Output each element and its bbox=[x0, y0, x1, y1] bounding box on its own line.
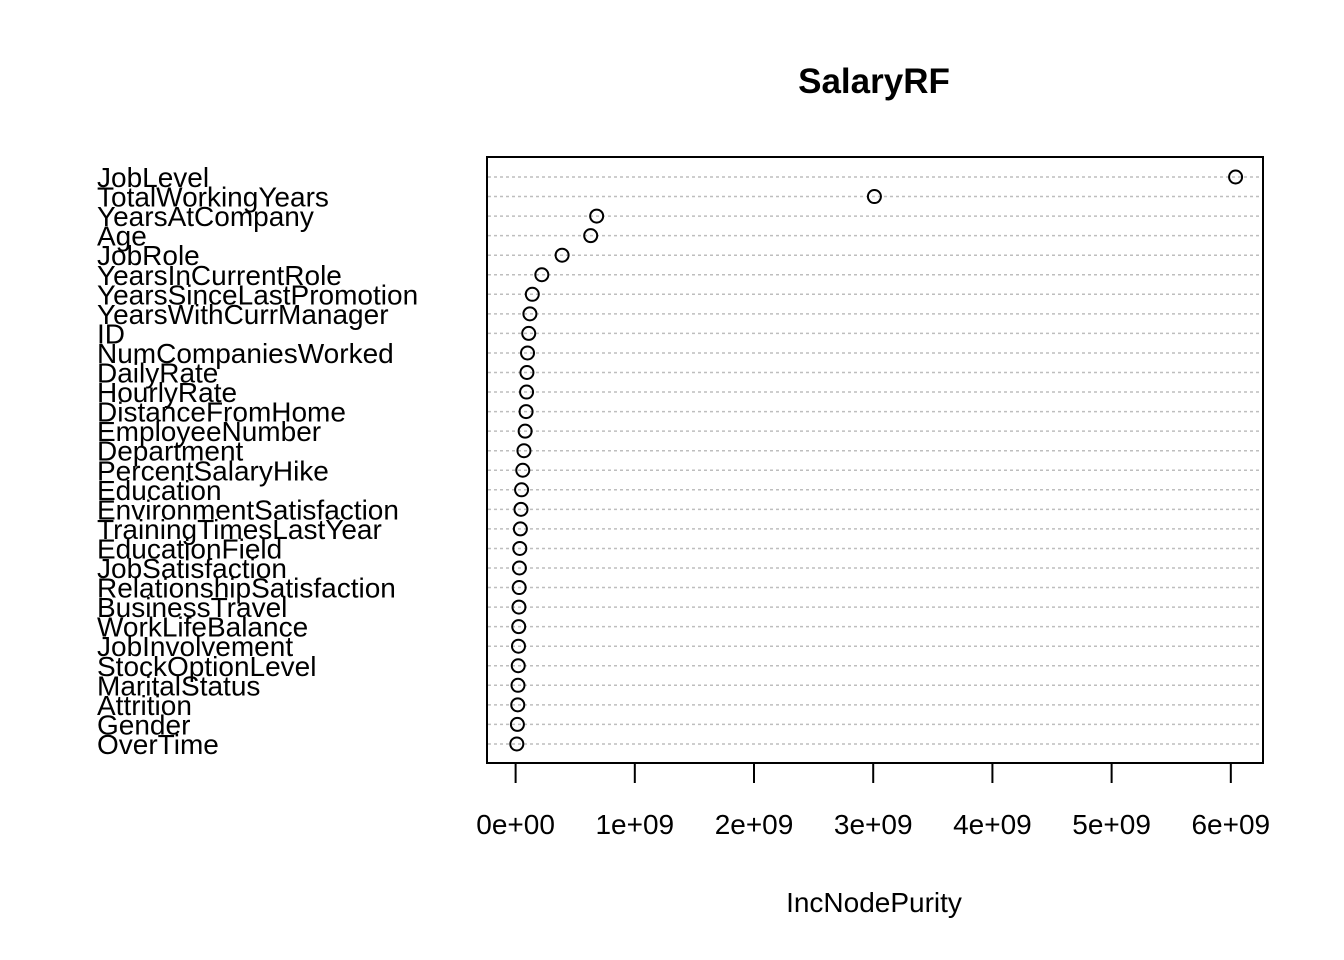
variable-label: HourlyRate bbox=[97, 377, 237, 408]
variable-label: TrainingTimesLastYear bbox=[97, 514, 382, 545]
x-tick-label: 6e+09 bbox=[1191, 809, 1270, 840]
variable-label: Education bbox=[97, 475, 222, 506]
data-point-PercentSalaryHike bbox=[515, 462, 531, 478]
variable-label: JobInvolvement bbox=[97, 631, 293, 662]
data-point-BusinessTravel bbox=[511, 599, 527, 615]
data-point-JobInvolvement bbox=[510, 638, 526, 654]
x-tick-label: 4e+09 bbox=[953, 809, 1032, 840]
data-point-JobLevel bbox=[1228, 169, 1244, 185]
variable-label: EnvironmentSatisfaction bbox=[97, 494, 399, 525]
chart-title: SalaryRF bbox=[798, 62, 950, 101]
data-point-EnvironmentSatisfaction bbox=[513, 501, 529, 517]
variable-label: DistanceFromHome bbox=[97, 397, 346, 428]
variable-label: EmployeeNumber bbox=[97, 416, 321, 447]
variable-label: PercentSalaryHike bbox=[97, 455, 329, 486]
variable-label: YearsWithCurrManager bbox=[97, 299, 389, 330]
variable-label: StockOptionLevel bbox=[97, 651, 316, 682]
variable-label: BusinessTravel bbox=[97, 592, 287, 623]
variable-label: OverTime bbox=[97, 729, 219, 760]
variable-label: Age bbox=[97, 221, 147, 252]
plot-frame bbox=[486, 156, 1264, 764]
data-point-RelationshipSatisfaction bbox=[511, 580, 527, 596]
data-point-YearsWithCurrManager bbox=[522, 306, 538, 322]
data-point-Attrition bbox=[510, 697, 526, 713]
data-point-Age bbox=[583, 228, 599, 244]
grid-lines bbox=[488, 176, 1262, 745]
x-tick-label: 5e+09 bbox=[1072, 809, 1151, 840]
data-point-Gender bbox=[509, 716, 525, 732]
data-point-HourlyRate bbox=[519, 384, 535, 400]
data-point-JobRole bbox=[554, 247, 570, 263]
data-point-DailyRate bbox=[519, 365, 535, 380]
x-tick-label: 3e+09 bbox=[834, 809, 913, 840]
data-point-WorkLifeBalance bbox=[511, 619, 527, 635]
data-point-MaritalStatus bbox=[510, 677, 526, 693]
variable-label: WorkLifeBalance bbox=[97, 612, 308, 643]
x-axis-label: IncNodePurity bbox=[786, 887, 962, 918]
x-tick-label: 1e+09 bbox=[595, 809, 674, 840]
data-point-TrainingTimesLastYear bbox=[512, 521, 528, 537]
data-points bbox=[509, 169, 1244, 752]
data-point-OverTime bbox=[509, 736, 525, 752]
data-point-EmployeeNumber bbox=[517, 423, 533, 439]
variable-label: Attrition bbox=[97, 690, 192, 721]
variable-labels: JobLevelTotalWorkingYearsYearsAtCompanyA… bbox=[97, 162, 418, 760]
variable-label: EducationField bbox=[97, 533, 282, 564]
variable-label: JobRole bbox=[97, 240, 200, 271]
data-point-EducationField bbox=[512, 540, 528, 556]
x-tick-label: 0e+00 bbox=[476, 809, 555, 840]
data-point-TotalWorkingYears bbox=[866, 189, 882, 205]
variable-label: YearsSinceLastPromotion bbox=[97, 279, 418, 310]
variable-label: MaritalStatus bbox=[97, 670, 260, 701]
variable-label: TotalWorkingYears bbox=[97, 182, 329, 213]
x-tick-label: 2e+09 bbox=[715, 809, 794, 840]
data-point-StockOptionLevel bbox=[510, 658, 526, 674]
data-point-DistanceFromHome bbox=[518, 404, 534, 420]
data-point-YearsInCurrentRole bbox=[534, 267, 550, 283]
variable-label: JobLevel bbox=[97, 162, 209, 193]
data-point-Education bbox=[514, 482, 530, 498]
variable-label: YearsAtCompany bbox=[97, 201, 314, 232]
variable-label: JobSatisfaction bbox=[97, 553, 287, 584]
variable-label: Department bbox=[97, 436, 244, 467]
variable-label: NumCompaniesWorked bbox=[97, 338, 394, 369]
x-axis: 0e+00 1e+09 2e+09 3e+09 4e+09 5e+09 6e+09 bbox=[476, 762, 1270, 840]
data-point-NumCompaniesWorked bbox=[520, 345, 536, 361]
data-point-YearsSinceLastPromotion bbox=[524, 286, 540, 302]
data-point-YearsAtCompany bbox=[589, 208, 605, 224]
variable-label: RelationshipSatisfaction bbox=[97, 573, 396, 604]
variable-label: YearsInCurrentRole bbox=[97, 260, 342, 291]
data-point-ID bbox=[521, 325, 537, 341]
data-point-JobSatisfaction bbox=[511, 560, 527, 576]
data-point-Department bbox=[516, 443, 532, 459]
variable-label: ID bbox=[97, 318, 125, 349]
variable-label: DailyRate bbox=[97, 358, 218, 389]
variable-label: Gender bbox=[97, 709, 190, 740]
